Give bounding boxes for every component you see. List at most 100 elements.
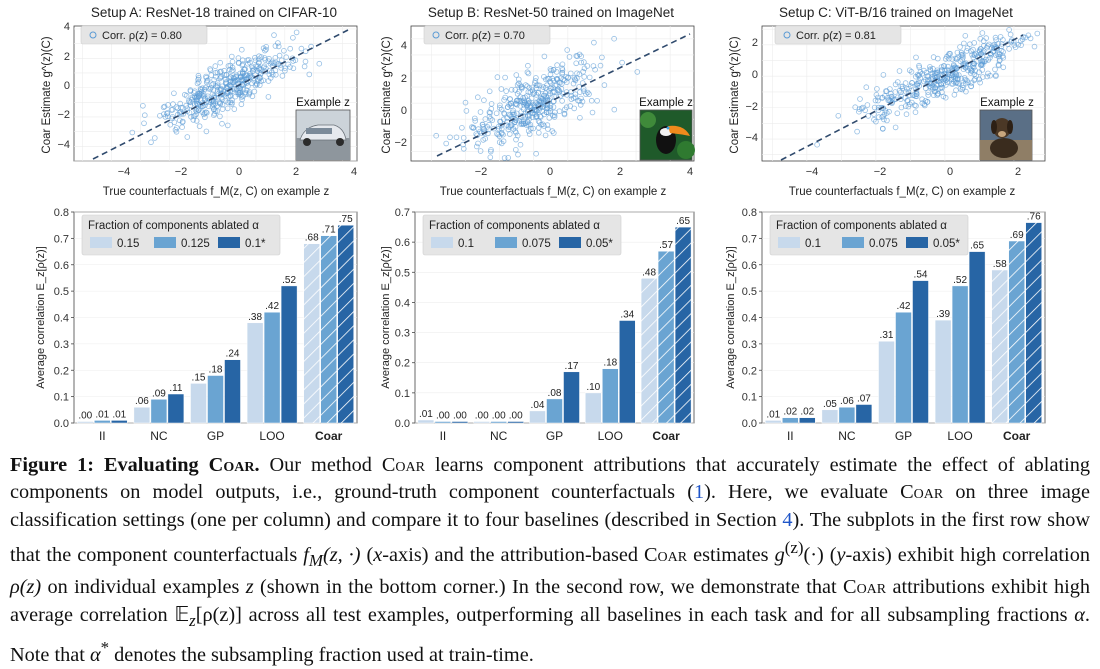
x-category-label: LOO: [259, 429, 284, 443]
bar-value-label: .31: [880, 330, 894, 341]
scatter-point: [447, 134, 453, 141]
legend-title: Fraction of components ablated α: [776, 220, 947, 232]
scatter-point: [577, 89, 583, 95]
y-tick-label: 0.1: [742, 392, 757, 404]
scatter-point: [911, 92, 917, 98]
scatter-point: [487, 148, 494, 155]
bar-value-label: .18: [603, 358, 617, 369]
scatter-point: [265, 58, 272, 65]
scatter-point: [211, 112, 217, 118]
scatter-point: [487, 110, 493, 116]
x-tick-labels: −2 0 2 4: [475, 166, 693, 178]
scatter-point: [563, 104, 570, 110]
scatter-point: [513, 110, 520, 117]
bar-value-label: .52: [953, 275, 967, 286]
bar-value-label: .38: [248, 312, 262, 323]
scatter-point: [501, 97, 507, 103]
scatter-point: [501, 155, 508, 161]
scatter-point: [879, 95, 885, 101]
bar: [765, 420, 782, 424]
scatter-point: [986, 41, 992, 48]
bar: [934, 319, 952, 424]
scatter-point: [554, 62, 560, 68]
section-reference-link[interactable]: 4: [782, 508, 793, 531]
scatter-point: [207, 66, 213, 72]
bar: [546, 398, 563, 424]
bar: [878, 340, 895, 424]
y-tick-label: 0.6: [395, 237, 410, 249]
scatter-point: [561, 111, 568, 118]
scatter-point: [940, 93, 947, 100]
bar-value-label: .00: [509, 411, 523, 422]
bar: [490, 421, 507, 424]
scatter-point: [512, 147, 519, 153]
scatter-point: [193, 98, 200, 104]
scatter-point: [194, 80, 201, 87]
scatter-point: [524, 69, 531, 75]
scatter-point: [963, 48, 970, 54]
scatter-point: [963, 77, 970, 84]
scatter-point: [513, 98, 520, 104]
scatter-point: [246, 91, 252, 98]
bar-value-label: .11: [169, 383, 183, 394]
scatter-point: [500, 138, 507, 145]
scatter-point: [586, 74, 593, 81]
legend-label: 0.075: [522, 238, 551, 250]
x-axis-label: True counterfactuals f_M(z, C) on exampl…: [103, 186, 330, 198]
scatter-point: [529, 87, 536, 94]
scatter-points: [433, 35, 641, 161]
scatter-point: [174, 125, 180, 131]
bar-value-label: .57: [659, 240, 673, 251]
scatter-point: [513, 72, 520, 78]
scatter-point: [950, 62, 957, 68]
scatter-point: [597, 62, 604, 69]
equation-reference-link[interactable]: 1: [693, 481, 705, 504]
legend-marker: [89, 31, 97, 39]
bar: [602, 368, 619, 424]
scatter-point: [581, 88, 587, 94]
scatter-point: [507, 122, 514, 128]
scatter-point: [502, 74, 508, 81]
scatter-point: [902, 89, 909, 95]
scatter-point: [535, 124, 542, 131]
x-category-label: Coar: [315, 429, 343, 443]
scatter-point: [164, 110, 171, 116]
scatter-point: [260, 45, 267, 51]
scatter-point: [979, 67, 986, 73]
bar-panel-b: 0.0 0.1 0.2 0.3 0.4 0.5 0.6 0.7 Average correlat…: [380, 207, 695, 443]
scatter-point: [1018, 42, 1024, 48]
bar: [821, 409, 839, 424]
scatter-point: [581, 74, 587, 80]
scatter-point: [258, 54, 265, 60]
scatter-point: [201, 110, 208, 116]
bar: [133, 406, 151, 424]
scatter-point: [814, 141, 820, 148]
scatter-point: [913, 54, 919, 61]
legend-label: Corr. ρ(z) = 0.81: [796, 30, 876, 42]
x-tick-label: 0: [236, 166, 242, 178]
scatter-point: [581, 59, 587, 65]
y-tick-label: 0.6: [54, 260, 69, 272]
y-tick-label: 0.2: [54, 365, 69, 377]
bar-value-label: .00: [475, 411, 489, 422]
scatter-point: [225, 93, 232, 100]
scatter-point: [282, 68, 288, 74]
scatter-point: [1020, 33, 1026, 40]
scatter-point: [140, 103, 146, 109]
bar-value-label: .09: [152, 388, 166, 399]
scatter-point: [546, 97, 553, 104]
scatter-point: [178, 104, 184, 111]
scatter-point: [302, 48, 309, 55]
bar: [619, 320, 636, 424]
scatter-point: [953, 87, 959, 93]
scatter-point: [525, 113, 531, 119]
scatter-point: [491, 125, 497, 132]
bar: [207, 375, 224, 424]
scatter-title: Setup C: ViT-B/16 trained on ImageNet: [779, 5, 1013, 20]
bar-value-label: .17: [565, 361, 579, 372]
scatter-point: [165, 102, 171, 108]
scatter-point: [214, 80, 221, 86]
scatter-point: [221, 72, 228, 78]
scatter-point: [481, 97, 487, 103]
scatter-point: [443, 140, 450, 147]
